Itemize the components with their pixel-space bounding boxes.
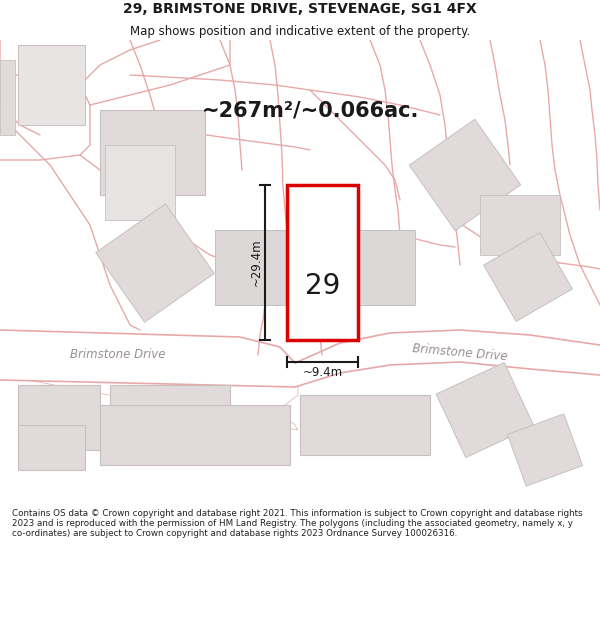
Polygon shape <box>18 385 100 450</box>
Polygon shape <box>18 45 85 125</box>
Polygon shape <box>100 405 290 465</box>
Text: Contains OS data © Crown copyright and database right 2021. This information is : Contains OS data © Crown copyright and d… <box>12 509 583 538</box>
Polygon shape <box>508 414 583 486</box>
Polygon shape <box>409 119 521 231</box>
Polygon shape <box>110 385 230 450</box>
Polygon shape <box>484 232 572 321</box>
Text: Brimstone Drive: Brimstone Drive <box>70 349 166 361</box>
Polygon shape <box>96 204 214 322</box>
Text: 29, BRIMSTONE DRIVE, STEVENAGE, SG1 4FX: 29, BRIMSTONE DRIVE, STEVENAGE, SG1 4FX <box>123 2 477 16</box>
Polygon shape <box>287 185 358 340</box>
Polygon shape <box>0 60 15 135</box>
Text: 29: 29 <box>305 272 340 300</box>
Polygon shape <box>0 330 295 387</box>
Polygon shape <box>100 110 205 195</box>
Polygon shape <box>18 425 85 470</box>
Polygon shape <box>215 230 415 305</box>
Text: Brimstone Drive: Brimstone Drive <box>412 342 508 364</box>
Polygon shape <box>295 330 600 387</box>
Polygon shape <box>480 195 560 255</box>
Polygon shape <box>300 395 430 455</box>
Text: ~267m²/~0.066ac.: ~267m²/~0.066ac. <box>202 100 419 120</box>
Text: ~9.4m: ~9.4m <box>302 366 343 379</box>
Polygon shape <box>0 337 298 430</box>
Polygon shape <box>436 362 534 458</box>
Text: ~29.4m: ~29.4m <box>250 239 263 286</box>
Polygon shape <box>105 145 175 220</box>
Text: Map shows position and indicative extent of the property.: Map shows position and indicative extent… <box>130 25 470 38</box>
